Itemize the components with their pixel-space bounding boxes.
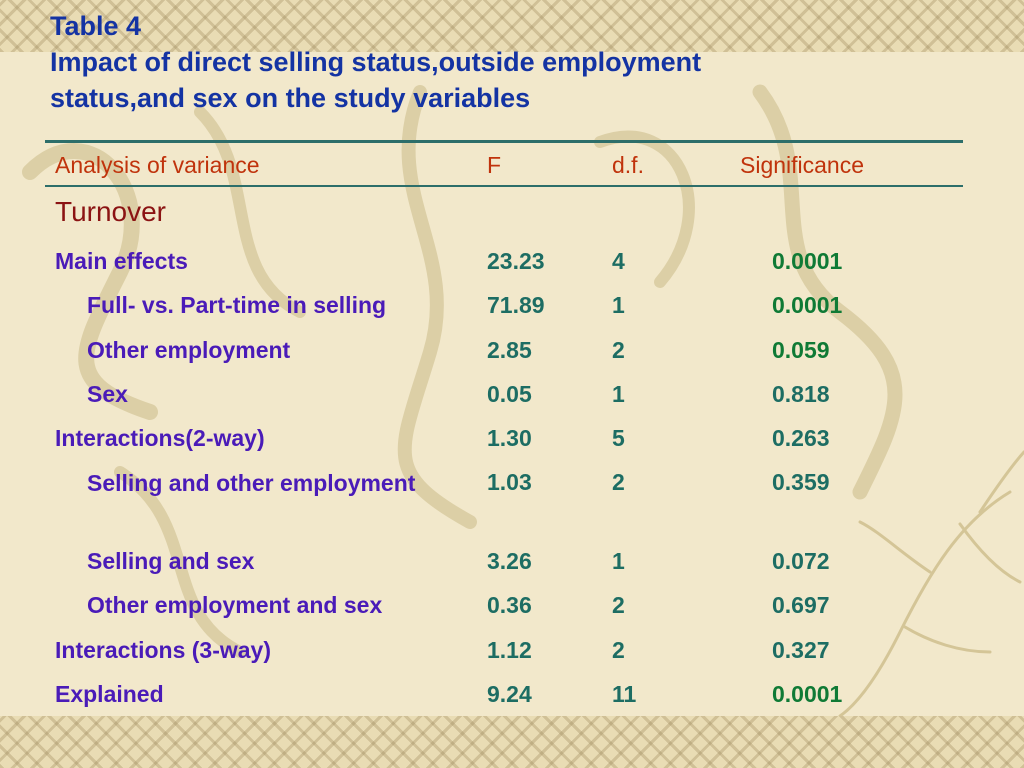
row-label: Sex — [87, 381, 128, 407]
row-f: 0.05 — [487, 381, 532, 407]
row-f: 1.30 — [487, 425, 532, 451]
row-label: Selling and sex — [87, 548, 255, 574]
row-df: 4 — [612, 248, 625, 274]
bottom-decorative-border — [0, 716, 1024, 768]
row-label: Main effects — [55, 248, 188, 274]
row-significance: 0.263 — [772, 425, 830, 451]
row-df: 5 — [612, 425, 625, 451]
title-line-3: status,and sex on the study variables — [50, 83, 531, 113]
title-table-number: Table 4 — [50, 11, 142, 41]
title-line-2: Impact of direct selling status,outside … — [50, 47, 702, 77]
row-f: 71.89 — [487, 292, 545, 318]
row-significance: 0.072 — [772, 548, 830, 574]
table-top-rule — [45, 140, 963, 143]
row-significance: 0.327 — [772, 637, 830, 663]
row-df: 1 — [612, 381, 625, 407]
row-f: 2.85 — [487, 337, 532, 363]
row-label: Interactions (3-way) — [55, 637, 271, 663]
slide-title: Table 4 Impact of direct selling status,… — [50, 8, 980, 116]
row-df: 2 — [612, 469, 625, 495]
row-f: 23.23 — [487, 248, 545, 274]
row-df: 2 — [612, 337, 625, 363]
header-analysis: Analysis of variance — [55, 152, 260, 178]
row-significance: 0.0001 — [772, 248, 843, 274]
row-label: Full- vs. Part-time in selling — [87, 292, 387, 318]
row-f: 9.24 — [487, 681, 532, 707]
row-label: Explained — [55, 681, 164, 707]
top-decorative-border — [0, 0, 1024, 52]
row-f: 1.12 — [487, 637, 532, 663]
row-f: 1.03 — [487, 469, 532, 495]
row-significance: 0.059 — [772, 337, 830, 363]
row-f: 0.36 — [487, 592, 532, 618]
row-significance: 0.0001 — [772, 292, 843, 318]
row-significance: 0.697 — [772, 592, 830, 618]
header-df: d.f. — [612, 152, 644, 178]
row-df: 1 — [612, 292, 625, 318]
row-df: 11 — [612, 681, 637, 707]
row-f: 3.26 — [487, 548, 532, 574]
header-significance: Significance — [740, 152, 865, 178]
header-f: F — [487, 152, 502, 178]
row-label: Other employment — [87, 337, 291, 363]
table-header-rule — [45, 185, 963, 187]
row-label: Selling and other employment — [87, 470, 416, 496]
background-calligraphy-art — [22, 84, 1024, 716]
row-df: 1 — [612, 548, 625, 574]
row-df: 2 — [612, 592, 625, 618]
row-label: Other employment and sex — [87, 592, 383, 618]
row-significance: 0.359 — [772, 469, 830, 495]
row-label: Interactions(2-way) — [55, 425, 265, 451]
section-turnover: Turnover — [55, 196, 167, 227]
row-significance: 0.0001 — [772, 681, 843, 707]
row-significance: 0.818 — [772, 381, 830, 407]
row-df: 2 — [612, 637, 625, 663]
